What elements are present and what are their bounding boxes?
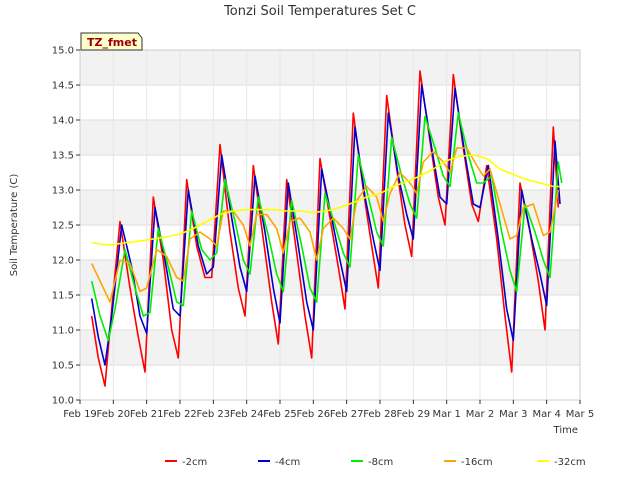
series-lines — [90, 70, 563, 387]
x-tick-label: Mar 5 — [566, 409, 594, 420]
series-line-4cm — [90, 84, 561, 366]
x-tick-label: Feb 22 — [163, 409, 197, 420]
background-bands — [80, 50, 580, 365]
x-tick-label: Mar 4 — [532, 409, 560, 420]
y-axis-label: Soil Temperature (C) — [9, 174, 20, 277]
x-axis-label: Time — [553, 425, 578, 436]
y-tick-label: 11.0 — [52, 326, 74, 337]
x-tick-label: Feb 29 — [397, 409, 431, 420]
site-label: TZ_fmet — [87, 36, 137, 49]
x-tick-label: Feb 23 — [197, 409, 231, 420]
chart-title: Tonzi Soil Temperatures Set C — [223, 4, 416, 19]
y-tick-label: 15.0 — [52, 46, 74, 57]
y-tick-label: 10.5 — [52, 361, 74, 372]
x-tick-label: Feb 26 — [297, 409, 331, 420]
x-tick-label: Feb 25 — [263, 409, 297, 420]
x-tick-label: Feb 20 — [97, 409, 131, 420]
site-label-box: TZ_fmet — [80, 32, 143, 51]
series-line-16cm — [90, 147, 560, 303]
y-tick-label: 11.5 — [52, 291, 74, 302]
plot-area — [79, 49, 581, 401]
y-tick-label: 13.0 — [52, 186, 74, 197]
legend-label: -8cm — [368, 457, 393, 468]
x-tick-label: Mar 1 — [432, 409, 460, 420]
x-tick-label: Feb 24 — [230, 409, 264, 420]
legend: -2cm -4cm -8cm -16cm -32cm — [165, 457, 586, 468]
x-tick-label: Mar 3 — [499, 409, 527, 420]
legend-label: -32cm — [554, 457, 586, 468]
series-line-8cm — [90, 112, 563, 342]
y-tick-label: 12.5 — [52, 221, 74, 232]
y-tick-label: 12.0 — [52, 256, 74, 267]
legend-label: -16cm — [461, 457, 493, 468]
x-axis-ticks: Feb 19 Feb 20 Feb 21 Feb 22 Feb 23 Feb 24 Feb … — [63, 400, 594, 420]
y-tick-label: 13.5 — [52, 151, 74, 162]
grid-band — [80, 120, 580, 155]
y-axis-ticks: 10.0 10.5 11.0 11.5 12.0 12.5 13.0 13.5 14.0 14.5… — [52, 46, 80, 407]
x-tick-label: Feb 27 — [330, 409, 364, 420]
x-tick-label: Feb 19 — [63, 409, 97, 420]
legend-label: -4cm — [275, 457, 300, 468]
grid-band — [80, 330, 580, 365]
grid-band — [80, 50, 580, 85]
x-tick-label: Feb 21 — [130, 409, 164, 420]
x-tick-label: Mar 2 — [466, 409, 494, 420]
y-tick-label: 14.5 — [52, 81, 74, 92]
series-line-32cm — [91, 154, 560, 246]
x-tick-label: Feb 28 — [363, 409, 397, 420]
y-tick-label: 14.0 — [52, 116, 74, 127]
legend-label: -2cm — [182, 457, 207, 468]
y-tick-label: 10.0 — [52, 396, 74, 407]
